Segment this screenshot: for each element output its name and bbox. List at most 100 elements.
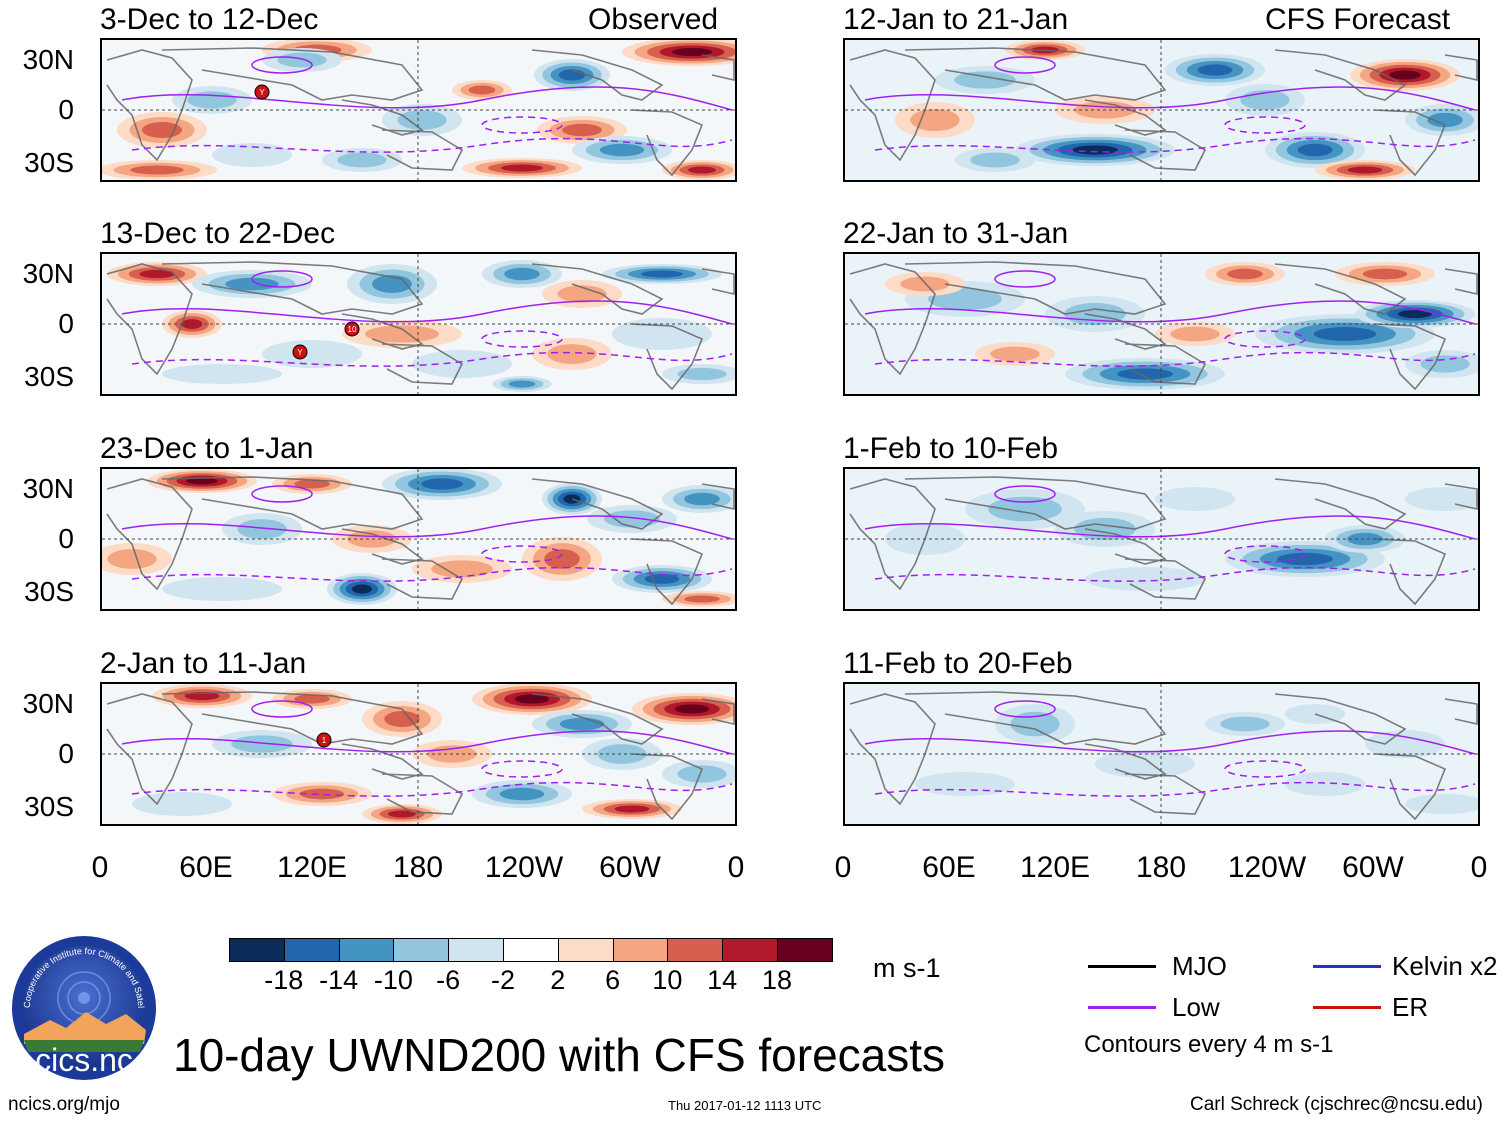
lat-label: 30S — [24, 791, 74, 822]
anomaly-contour — [1420, 355, 1470, 373]
anomaly-contour — [684, 595, 720, 603]
footer-author[interactable]: Carl Schreck (cjschrec@ncsu.edu) — [1190, 1094, 1483, 1115]
legend-label-low: Low — [1172, 992, 1220, 1022]
map-panel-left-0: Y — [100, 38, 737, 182]
colorbar-tick-label: 18 — [761, 965, 793, 995]
coastline-path — [1444, 268, 1478, 296]
colorbar-cell — [283, 938, 340, 962]
map-panel-left-3: 1 — [100, 682, 737, 826]
anomaly-contour — [1347, 532, 1383, 546]
anomaly-contour — [641, 270, 683, 278]
map-field: 10 Y — [102, 254, 735, 394]
anomaly-contour — [139, 269, 175, 279]
lon-label: 0 — [1470, 851, 1488, 884]
anomaly-contour — [337, 152, 387, 168]
coastline-path — [1084, 528, 1167, 565]
coastline-path — [1084, 313, 1167, 350]
anomaly-contour — [277, 52, 327, 68]
coastline-path — [381, 343, 464, 385]
lon-label: 60E — [179, 851, 233, 884]
anomaly-contour — [431, 560, 493, 578]
cics-logo: Cooperative Institute for Climate and Sa… — [7, 926, 158, 1082]
coastline-path — [1444, 698, 1478, 726]
colorbar-tick-label: 14 — [707, 965, 738, 995]
storm-marker: Y — [292, 344, 308, 360]
map-panel-right-1 — [843, 252, 1480, 396]
map-field — [102, 469, 735, 609]
lon-label: 60E — [922, 851, 976, 884]
anomaly-contour — [132, 792, 232, 816]
panel-title-left-0: 3-Dec to 12-Dec — [100, 3, 319, 36]
coastline-path — [631, 753, 704, 821]
anomaly-contour — [352, 584, 372, 594]
colorbar-tick-label: 6 — [605, 965, 621, 995]
anomaly-contour — [187, 91, 237, 109]
storm-marker: Y — [254, 84, 270, 100]
coastline-path — [341, 528, 424, 565]
anomaly-contour — [384, 711, 420, 727]
storm-marker-label: 10 — [348, 325, 357, 334]
anomaly-contour — [599, 143, 645, 157]
lon-label: 120E — [1019, 851, 1091, 884]
anomaly-contour — [1277, 552, 1333, 566]
main-title: 10-day UWND200 with CFS forecasts — [173, 1029, 946, 1081]
legend-line-low — [1088, 1006, 1156, 1009]
anomaly-contour — [294, 479, 330, 489]
panel-title-right-1: 22-Jan to 31-Jan — [843, 217, 1069, 250]
anomaly-contour — [677, 765, 727, 783]
coastline-path — [1274, 49, 1407, 101]
storm-marker: 10 — [344, 321, 360, 337]
coastline-path — [161, 691, 424, 745]
coastline-path — [904, 476, 1167, 530]
lon-label: 180 — [392, 851, 444, 884]
low-contours — [864, 56, 1476, 153]
coastline-path — [701, 483, 735, 511]
anomaly-contour — [1347, 166, 1383, 174]
footer-url[interactable]: ncics.org/mjo — [8, 1094, 120, 1115]
anomaly-contour — [1397, 310, 1433, 318]
colorbar-cell — [612, 938, 669, 962]
colorbar-cell — [557, 938, 614, 962]
anomaly-contour — [499, 787, 545, 801]
coastline-path — [531, 478, 664, 530]
legend-label-mjo: MJO — [1172, 951, 1227, 981]
coastline-path — [701, 698, 735, 726]
colorbar-tick-label: 10 — [652, 965, 683, 995]
panel-title-left-3: 2-Jan to 11-Jan — [100, 647, 307, 680]
lat-label: 0 — [58, 94, 74, 125]
map-panel-right-0 — [843, 38, 1480, 182]
coastline-path — [631, 323, 704, 391]
coastline-path — [381, 558, 464, 600]
anomaly-contour — [1389, 70, 1421, 80]
map-panel-right-2 — [843, 467, 1480, 611]
lon-label: 0 — [727, 851, 745, 884]
storm-marker-label: Y — [297, 348, 303, 357]
anomaly-contour — [237, 519, 287, 539]
coastline-path — [904, 47, 1167, 101]
colorbar-tick-label: -14 — [319, 965, 359, 995]
colorbar-units: m s-1 — [873, 953, 941, 983]
anomaly-contour — [107, 549, 157, 569]
anomaly-contour — [614, 805, 650, 813]
coastline-path — [531, 263, 664, 315]
anomaly-contour — [684, 492, 720, 506]
legend-line-kelvin — [1313, 965, 1381, 968]
anomaly-contour — [557, 285, 607, 303]
anomaly-contour — [672, 48, 712, 56]
anomaly-contour — [1085, 567, 1205, 591]
lon-label: 120E — [276, 851, 348, 884]
anomaly-contour — [514, 694, 550, 704]
anomaly-contour — [388, 810, 416, 818]
lon-label: 60W — [1342, 851, 1404, 884]
anomaly-contour — [988, 496, 1062, 522]
footer-timestamp: Thu 2017-01-12 1113 UTC — [668, 1098, 822, 1113]
anomaly-contour — [225, 277, 279, 291]
low-contours — [864, 485, 1476, 582]
coastline-path — [1084, 99, 1167, 136]
coastline-path — [1124, 773, 1207, 815]
colorbar-cell — [338, 938, 395, 962]
anomaly-contour — [612, 318, 712, 350]
anomaly-contour — [1365, 730, 1445, 758]
panel-title-right-3: 11-Feb to 20-Feb — [843, 647, 1073, 680]
coastline-path — [381, 129, 464, 171]
